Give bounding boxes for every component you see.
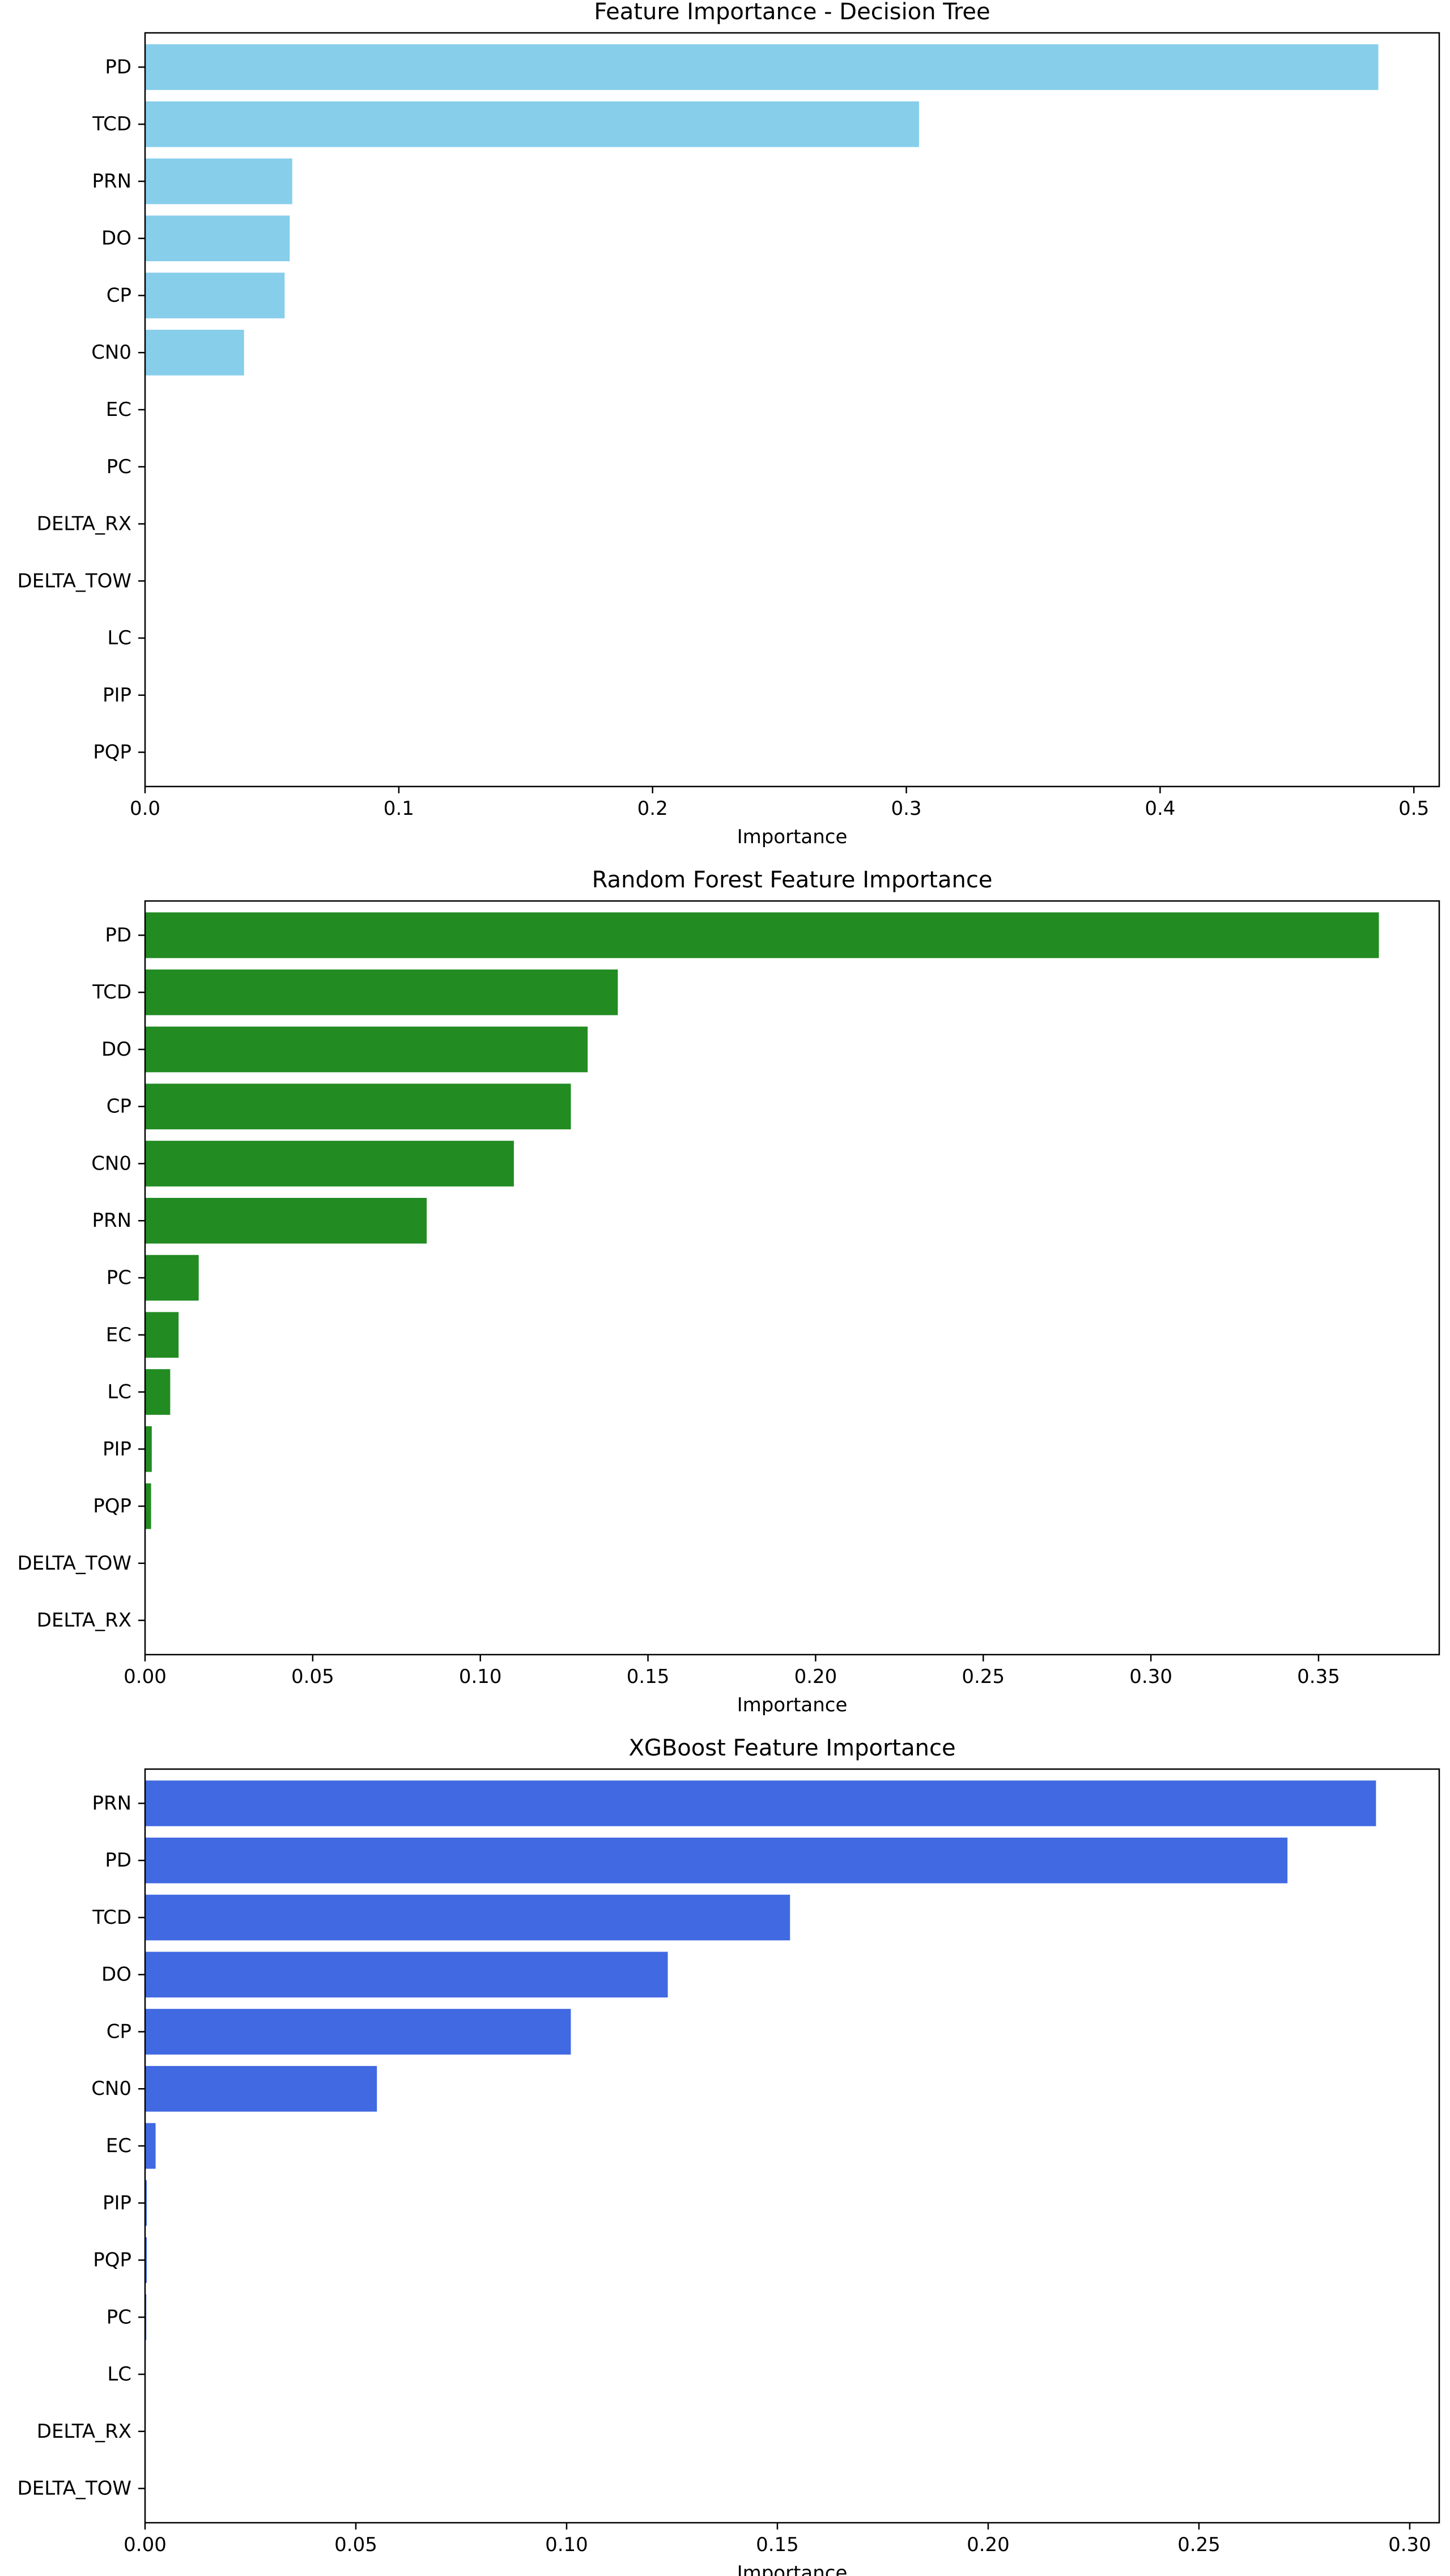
bar-pd — [145, 1837, 1288, 1884]
x-tick-label: 0.2 — [637, 797, 668, 820]
bar-cp — [145, 1083, 571, 1130]
y-tick-label: DELTA_RX — [37, 1609, 131, 1632]
bar-pd — [145, 44, 1379, 90]
y-tick-label: EC — [106, 1324, 131, 1346]
y-tick-label: PQP — [93, 741, 131, 764]
bar-cn0 — [145, 2065, 377, 2112]
x-tick-label: 0.05 — [334, 2534, 377, 2556]
bar-do — [145, 1952, 668, 1998]
chart-panel-3: XGBoost Feature Importance PRN PD TCD DO CP CN… — [18, 1735, 1440, 2576]
y-tick-label: CN0 — [91, 341, 131, 364]
y-tick-label: DELTA_TOW — [18, 569, 131, 592]
y-tick-label: DELTA_TOW — [18, 1552, 131, 1575]
bar-prn — [145, 158, 292, 205]
x-tick-label: 0.20 — [967, 2534, 1010, 2556]
bar-do — [145, 215, 290, 262]
bar-tcd — [145, 101, 919, 147]
chart-title: Random Forest Feature Importance — [592, 867, 993, 893]
y-tick-label: CP — [107, 2020, 131, 2043]
y-tick-label: LC — [107, 627, 131, 649]
bar-tcd — [145, 1894, 790, 1941]
x-tick-label: 0.3 — [891, 797, 921, 820]
y-tick-label: PQP — [93, 1495, 131, 1517]
bar-cn0 — [145, 1141, 514, 1187]
bar-cp — [145, 273, 285, 318]
chart-panel-2: Random Forest Feature Importance PD TCD DO C… — [18, 867, 1440, 1716]
y-tick-label: PD — [105, 1849, 131, 1872]
y-tick-label: PQP — [93, 2249, 131, 2272]
y-tick-label: LC — [107, 1381, 131, 1404]
y-tick-label: EC — [106, 398, 131, 421]
y-tick-label: DELTA_RX — [37, 2420, 131, 2443]
y-tick-label: PC — [107, 1266, 131, 1289]
y-tick-label: PRN — [92, 1792, 131, 1814]
bar-pd — [145, 912, 1379, 958]
chart-title: XGBoost Feature Importance — [628, 1735, 955, 1761]
y-tick-label: PRN — [92, 1209, 131, 1232]
x-tick-label: 0.4 — [1145, 797, 1175, 820]
y-tick-label: EC — [106, 2135, 131, 2157]
y-tick-label: TCD — [92, 981, 131, 1004]
axes-frame — [144, 1768, 1440, 2524]
x-axis-label: Importance — [737, 2562, 848, 2576]
x-tick-label: 0.25 — [962, 1665, 1005, 1688]
y-tick-label: CP — [107, 1095, 131, 1118]
bar-do — [145, 1026, 588, 1073]
y-tick-label: TCD — [92, 113, 131, 135]
y-tick-label: LC — [107, 2363, 131, 2386]
x-tick-label: 0.05 — [291, 1665, 334, 1688]
bar-cp — [145, 2009, 571, 2055]
bar-ec — [145, 2123, 156, 2169]
chart-title: Feature Importance - Decision Tree — [594, 0, 990, 25]
x-tick-label: 0.15 — [627, 1665, 670, 1688]
bar-pip — [145, 1426, 152, 1472]
x-axis-label: Importance — [737, 1694, 848, 1716]
y-tick-label: PRN — [92, 170, 131, 193]
x-tick-label: 0.20 — [794, 1665, 837, 1688]
bar-ec — [145, 1312, 179, 1358]
y-tick-label: DO — [101, 1038, 131, 1061]
y-tick-label: PIP — [103, 2192, 131, 2214]
bar-cn0 — [145, 329, 244, 376]
bar-tcd — [145, 969, 618, 1015]
y-tick-label: PIP — [103, 684, 131, 707]
bar-prn — [145, 1780, 1376, 1826]
y-tick-label: PIP — [103, 1438, 131, 1460]
bar-pqp — [145, 2237, 147, 2283]
y-tick-label: PD — [105, 56, 131, 78]
x-tick-label: 0.25 — [1177, 2534, 1221, 2556]
y-tick-label: CP — [107, 284, 131, 307]
axes-frame — [144, 900, 1440, 1656]
y-tick-label: PC — [107, 456, 131, 478]
y-tick-label: DELTA_RX — [37, 513, 131, 535]
y-tick-label: CN0 — [91, 2077, 131, 2100]
x-tick-label: 0.00 — [124, 1665, 167, 1688]
axes-frame — [144, 32, 1440, 788]
x-tick-label: 0.00 — [124, 2534, 167, 2556]
x-tick-label: 0.30 — [1388, 2534, 1431, 2556]
y-tick-label: TCD — [92, 1906, 131, 1929]
x-tick-label: 0.10 — [459, 1665, 502, 1688]
y-tick-label: DO — [101, 1963, 131, 1986]
bar-pc — [145, 1255, 199, 1301]
y-tick-label: PC — [107, 2306, 131, 2328]
x-tick-label: 0.35 — [1297, 1665, 1340, 1688]
bar-prn — [145, 1197, 427, 1244]
y-tick-label: PD — [105, 924, 131, 946]
x-tick-label: 0.1 — [384, 797, 414, 820]
bar-lc — [145, 1369, 171, 1415]
y-tick-label: DELTA_TOW — [18, 2477, 131, 2500]
x-tick-label: 0.5 — [1398, 797, 1429, 820]
y-tick-label: CN0 — [91, 1152, 131, 1175]
x-tick-label: 0.0 — [130, 797, 160, 820]
chart-panel-1: Feature Importance - Decision Tree PD TCD P… — [18, 0, 1440, 848]
bar-pqp — [145, 1483, 151, 1529]
bar-pip — [145, 2180, 147, 2226]
x-tick-label: 0.10 — [545, 2534, 588, 2556]
x-axis-label: Importance — [737, 826, 848, 848]
x-tick-label: 0.15 — [756, 2534, 799, 2556]
x-tick-label: 0.30 — [1129, 1665, 1172, 1688]
y-tick-label: DO — [101, 227, 131, 250]
